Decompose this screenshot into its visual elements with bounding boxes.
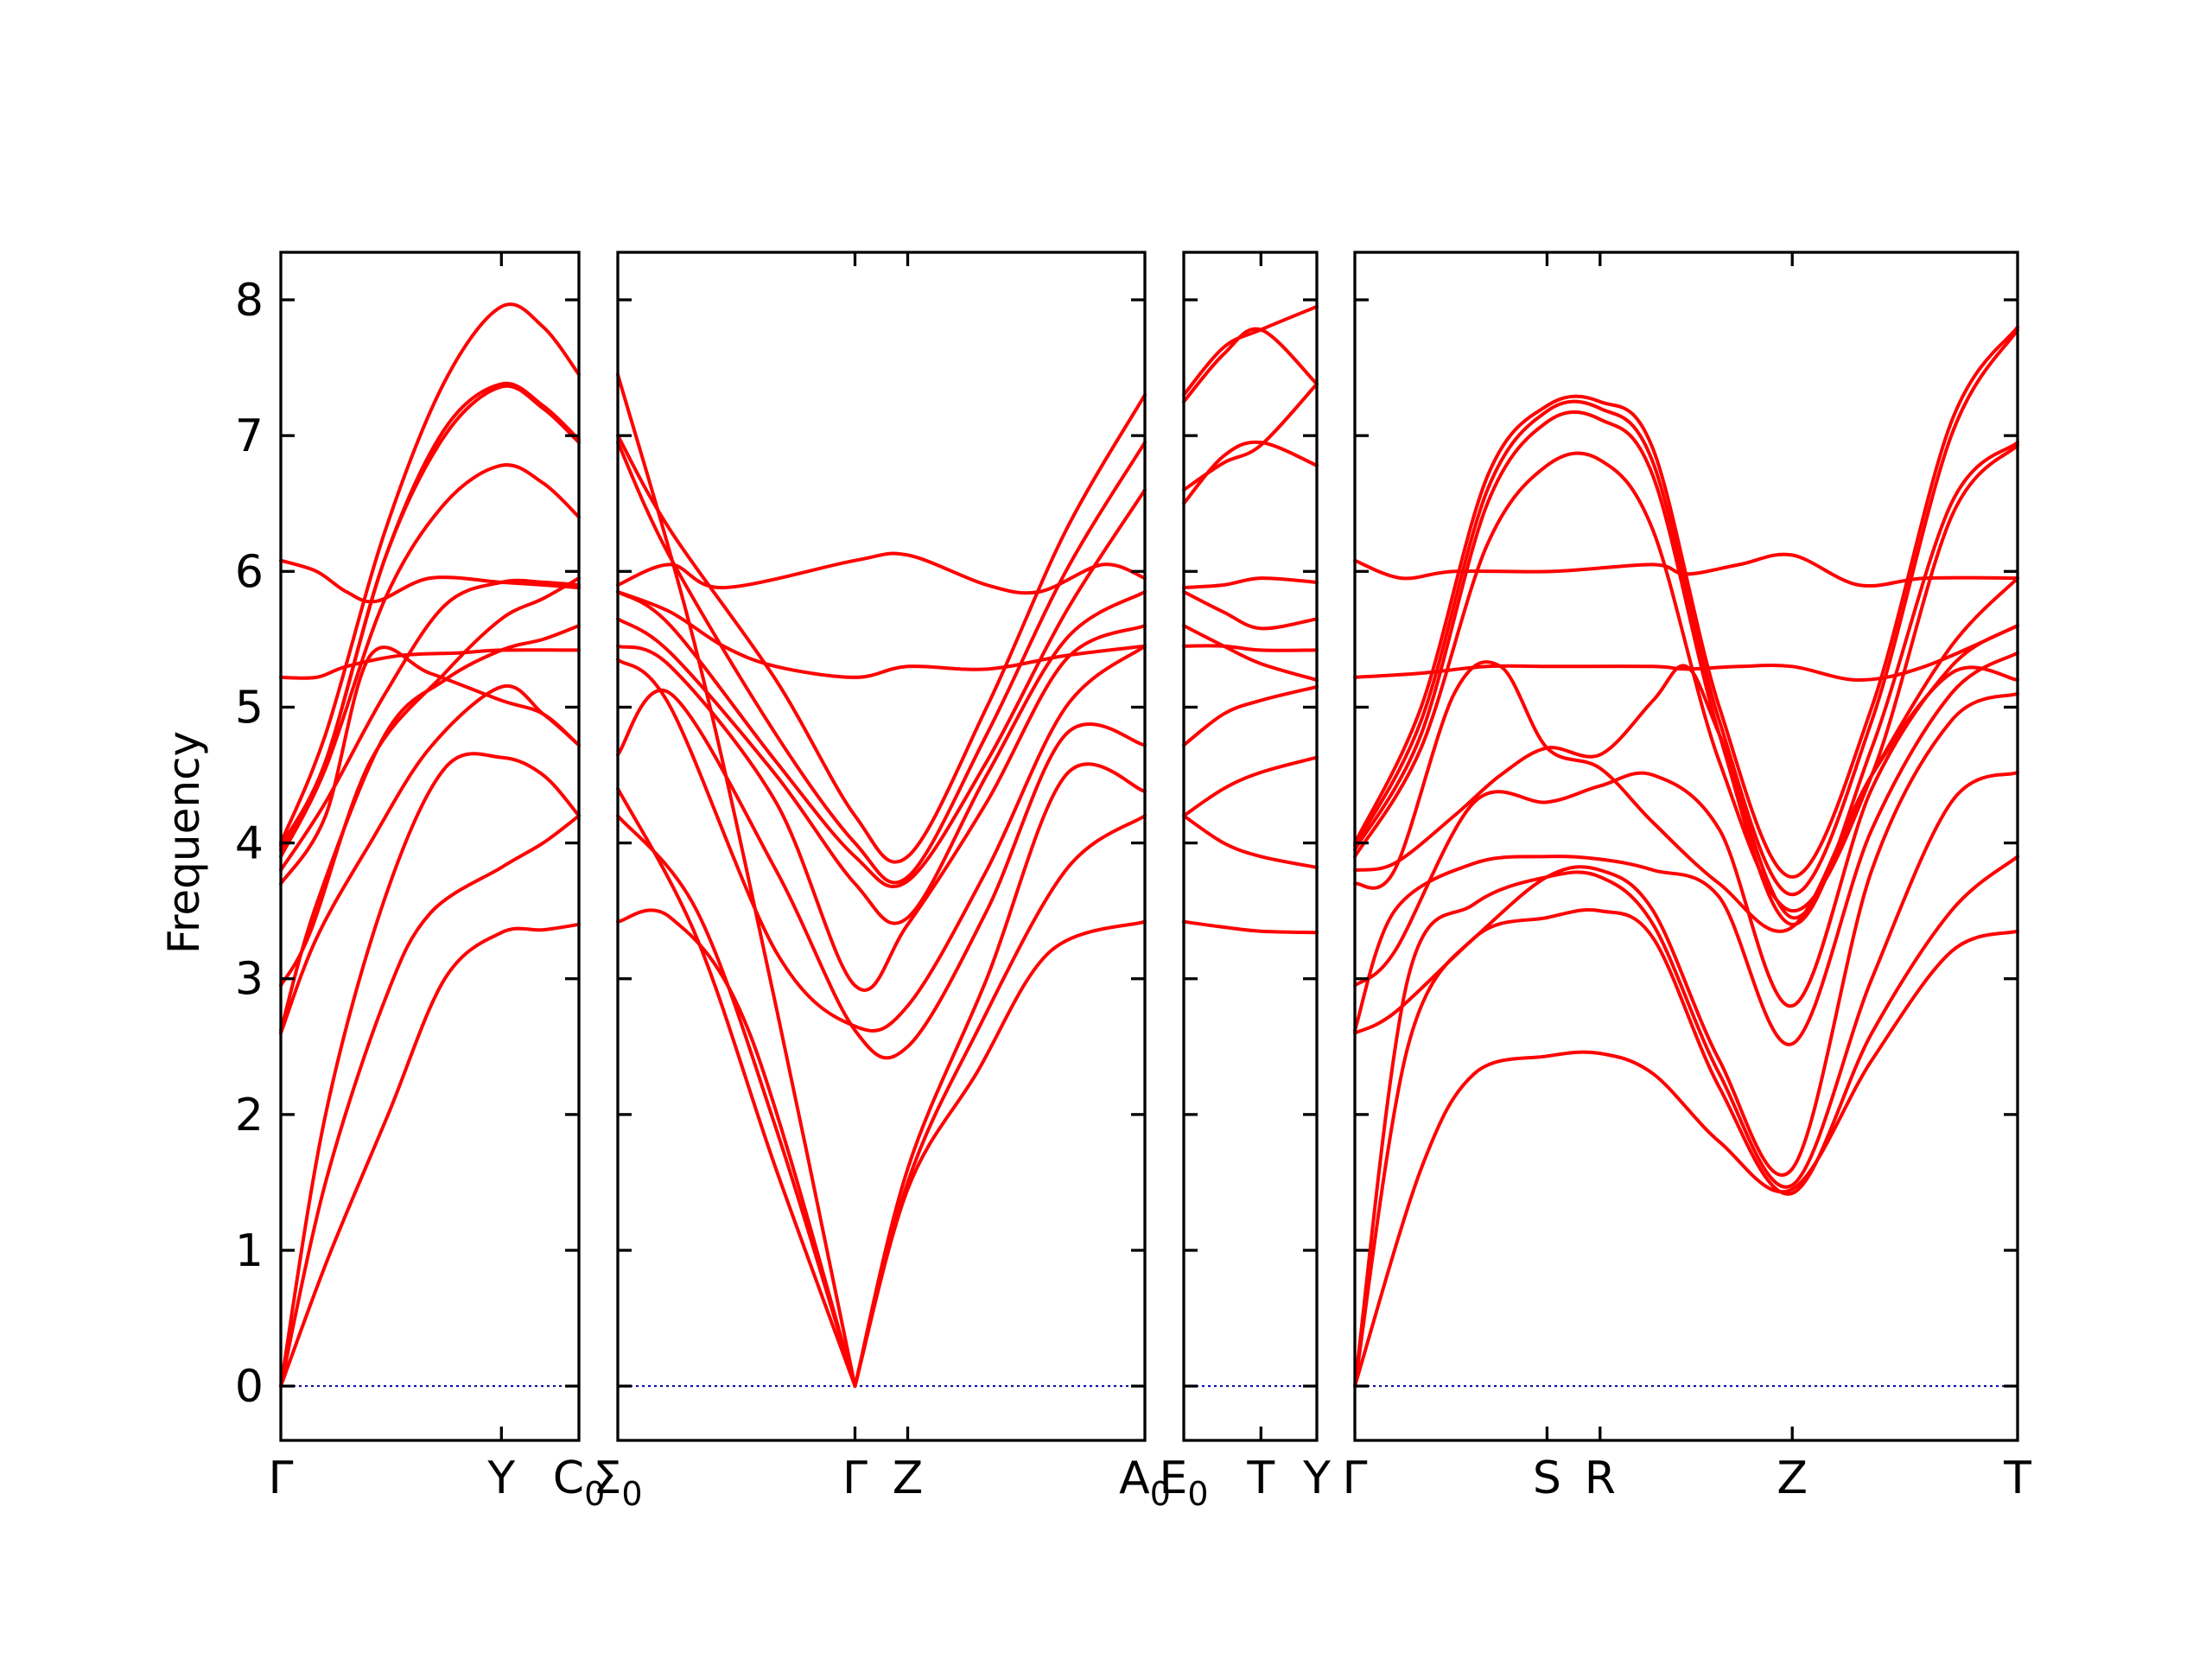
band-line xyxy=(1182,755,1319,818)
y-tick-label: 4 xyxy=(235,818,264,870)
band-line xyxy=(279,624,581,1033)
band-line xyxy=(853,762,1147,1389)
band-line xyxy=(1182,644,1319,652)
y-tick-label: 0 xyxy=(235,1361,264,1413)
band-line xyxy=(1182,589,1319,631)
band-line xyxy=(279,922,581,1389)
y-tick-label: 1 xyxy=(235,1225,264,1277)
x-tick-label: R xyxy=(1585,1452,1616,1504)
x-tick-label: C0 xyxy=(553,1452,606,1513)
x-tick-label: S xyxy=(1533,1452,1561,1504)
band-line xyxy=(616,689,1147,1060)
x-tick-label: Y xyxy=(1302,1452,1331,1504)
band-line xyxy=(1353,691,2019,1177)
x-tick-label: Y xyxy=(486,1452,515,1504)
y-axis-label: Frequency xyxy=(159,731,209,954)
band-line xyxy=(1353,624,2019,1008)
panel-frame xyxy=(1353,251,2019,1442)
band-line xyxy=(1353,552,2019,588)
band-line xyxy=(1353,660,2019,933)
band-panel-1: Γ Y C0 xyxy=(269,251,606,1513)
band-line xyxy=(1353,855,2019,1389)
panel-frame xyxy=(279,251,581,1442)
band-line xyxy=(279,463,581,859)
band-line xyxy=(279,381,581,848)
band-line xyxy=(616,441,1147,885)
band-line xyxy=(1182,440,1319,505)
y-tick-label: 3 xyxy=(235,954,264,1006)
band-line xyxy=(279,683,581,1035)
band-line xyxy=(616,908,857,1389)
band-line xyxy=(616,644,1147,1033)
band-line xyxy=(1353,770,2019,1389)
y-tick-label: 6 xyxy=(235,546,264,598)
x-tick-label: Γ xyxy=(269,1452,294,1504)
band-line xyxy=(279,558,581,604)
band-line xyxy=(1182,919,1319,935)
band-line xyxy=(1353,929,2019,1389)
panel-frame xyxy=(1182,251,1319,1442)
band-line xyxy=(1353,624,2019,682)
band-line xyxy=(1182,382,1319,492)
band-line xyxy=(616,551,1147,595)
band-line xyxy=(279,302,581,845)
y-tick-label: 2 xyxy=(235,1090,264,1141)
y-tick-label: 8 xyxy=(235,275,264,327)
x-tick-label: Γ xyxy=(842,1452,868,1504)
x-tick-label: Z xyxy=(893,1452,924,1504)
band-line xyxy=(279,648,581,680)
x-tick-label: Γ xyxy=(1343,1452,1368,1504)
x-tick-label: A0 xyxy=(1119,1452,1171,1513)
band-line xyxy=(616,393,1147,864)
band-line xyxy=(1182,624,1319,682)
band-line xyxy=(279,578,581,872)
x-tick-label: Z xyxy=(1777,1452,1808,1504)
band-line xyxy=(1182,684,1319,747)
panel-frame xyxy=(616,251,1147,1442)
band-panel-2: Σ0 Γ Z A0 xyxy=(593,251,1171,1513)
band-line xyxy=(1182,814,1319,869)
band-line xyxy=(853,814,1147,1389)
band-line xyxy=(616,488,1147,888)
band-line xyxy=(1182,327,1319,404)
band-line xyxy=(279,752,581,1389)
band-line xyxy=(1182,304,1319,397)
band-line xyxy=(1182,576,1319,590)
band-line xyxy=(1353,651,2019,1046)
band-line xyxy=(853,919,1147,1389)
band-line xyxy=(279,814,581,1389)
band-line xyxy=(1353,325,2019,879)
y-tick-label: 7 xyxy=(235,410,264,462)
x-tick-label: Σ0 xyxy=(593,1452,642,1513)
band-line xyxy=(616,589,1147,679)
band-line xyxy=(1353,576,2019,920)
y-tick-label: 5 xyxy=(235,682,264,734)
band-line xyxy=(279,576,581,988)
band-panel-3: E0 T Y xyxy=(1159,251,1331,1513)
x-tick-label: T xyxy=(2003,1452,2031,1504)
band-line xyxy=(1353,327,2019,897)
band-line xyxy=(616,814,857,1389)
band-line xyxy=(616,624,1147,992)
x-tick-label: T xyxy=(1246,1452,1274,1504)
band-line xyxy=(1353,443,2019,913)
band-line xyxy=(616,786,857,1389)
x-tick-label: E0 xyxy=(1159,1452,1208,1513)
